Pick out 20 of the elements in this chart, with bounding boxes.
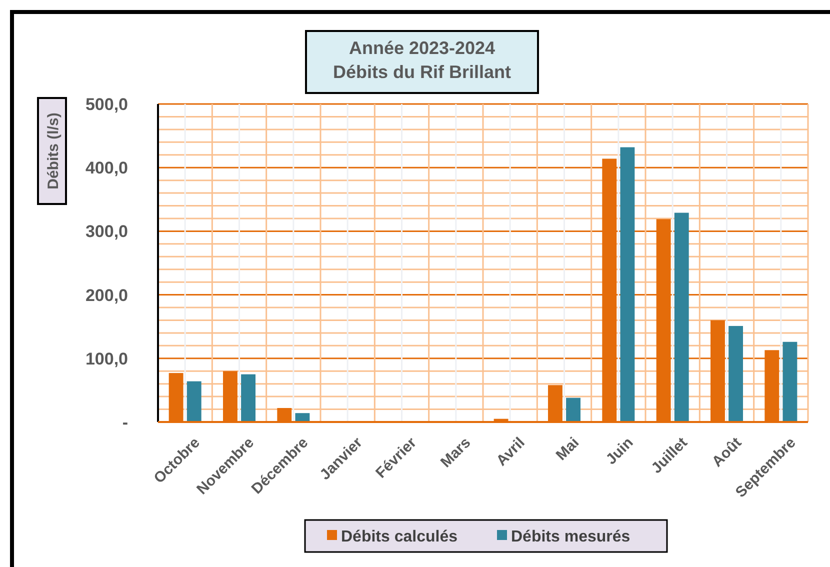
y-tick-label: 300,0 — [85, 222, 128, 242]
y-axis-title: Débits (l/s) — [45, 112, 62, 190]
y-tick-label: 400,0 — [85, 158, 128, 178]
bar — [566, 398, 580, 422]
bar — [620, 147, 635, 422]
x-tick-label: Mai — [552, 434, 583, 464]
bar — [186, 381, 202, 422]
y-tick-label: 100,0 — [85, 349, 128, 368]
bar — [782, 342, 798, 422]
bar — [728, 326, 743, 422]
y-tick-label: 500,0 — [85, 94, 128, 114]
bar — [674, 212, 689, 422]
legend-label: Débits calculés — [341, 528, 458, 546]
y-tick-label: - — [122, 412, 128, 432]
chart-title: Année 2023-2024 Débits du Rif Brillant — [332, 38, 512, 82]
y-tick-label: 200,0 — [85, 286, 128, 305]
bar — [295, 413, 310, 422]
legend-label: Débits mesurés — [511, 528, 630, 546]
bar — [241, 374, 256, 422]
x-tick-label: Juin — [602, 434, 637, 468]
